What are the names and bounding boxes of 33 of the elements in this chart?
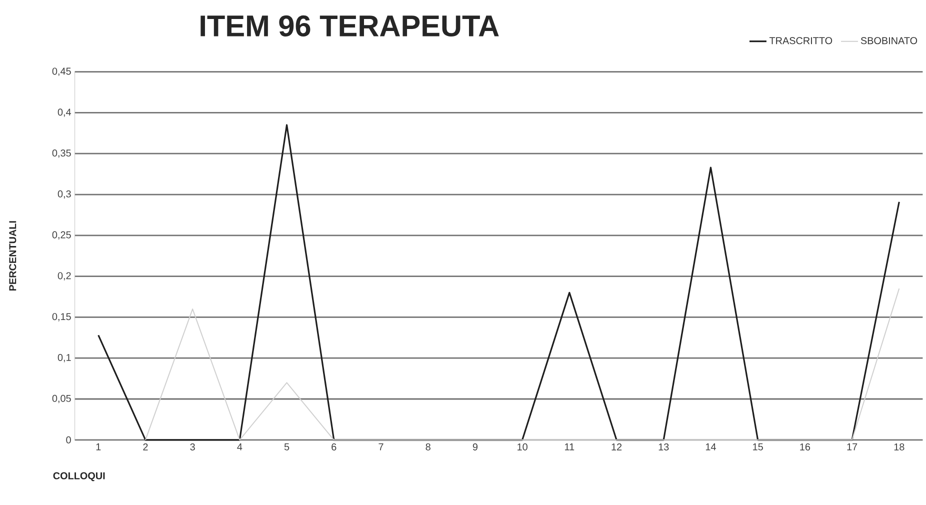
y-tick-label: 0,15 (52, 313, 71, 322)
y-axis-title: PERCENTUALI (9, 221, 16, 291)
x-tick-label: 5 (284, 444, 290, 450)
x-tick-label: 9 (472, 444, 478, 451)
x-tick-label: 16 (800, 444, 810, 451)
y-tick-label: 0,35 (52, 150, 71, 158)
x-tick-label: 14 (706, 444, 716, 450)
x-tick-label: 1 (96, 444, 101, 450)
x-tick-label: 11 (565, 444, 574, 450)
y-tick-label: 0,05 (52, 395, 71, 404)
x-tick-label: 12 (612, 444, 622, 450)
y-tick-label: 0,45 (52, 68, 71, 76)
x-tick-label: 10 (518, 444, 528, 451)
x-axis-title: COLLOQUI (53, 472, 105, 482)
y-tick-label: 0,3 (58, 190, 71, 199)
x-tick-label: 17 (847, 444, 858, 450)
y-tick-label: 0 (66, 436, 71, 444)
y-tick-label: 0,1 (58, 354, 71, 362)
x-tick-label: 18 (894, 444, 904, 451)
x-tick-label: 2 (143, 444, 148, 450)
x-tick-label: 6 (332, 444, 336, 451)
x-tick-label: 15 (753, 444, 763, 450)
legend-label: TRASCRITTO (769, 37, 832, 44)
y-tick-label: 0,2 (58, 272, 71, 281)
legend-label: SBOBINATO (860, 37, 918, 44)
x-tick-label: 4 (237, 444, 242, 450)
x-tick-label: 3 (190, 444, 195, 451)
y-tick-label: 0,4 (58, 108, 72, 117)
x-tick-label: 8 (426, 444, 430, 451)
x-tick-label: 13 (658, 444, 669, 451)
x-tick-label: 7 (378, 444, 384, 450)
chart-title: ITEM 96 TERAPEUTA (200, 15, 499, 37)
y-tick-label: 0,25 (52, 231, 71, 240)
